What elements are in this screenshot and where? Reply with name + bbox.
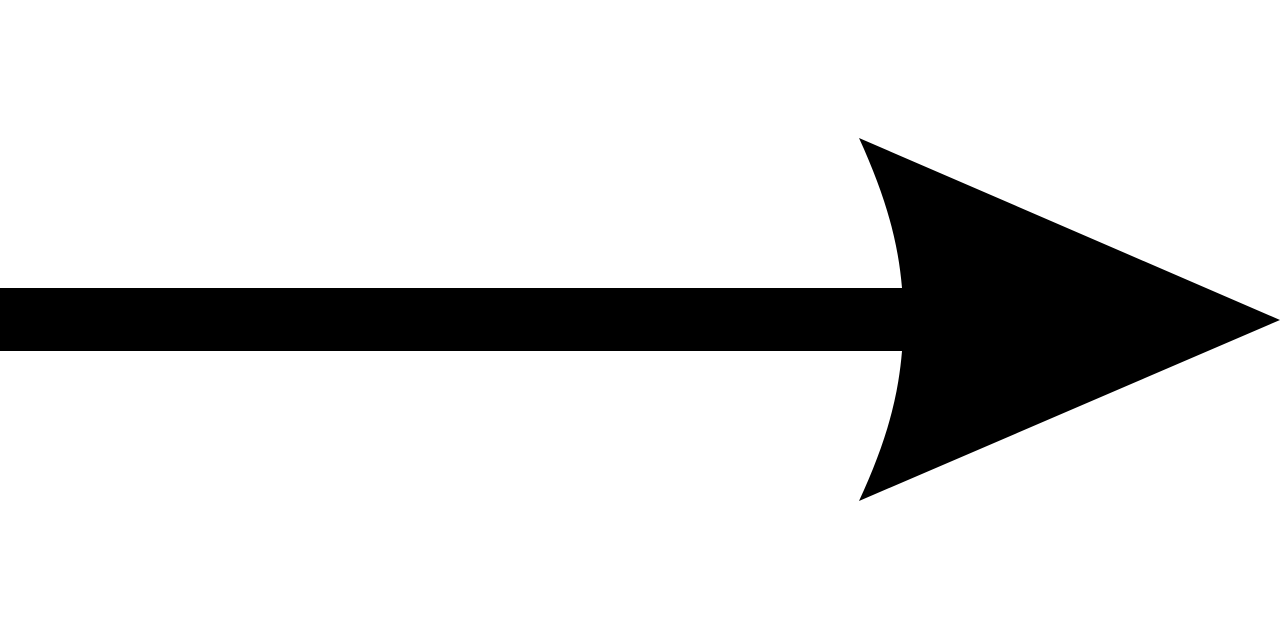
right-arrow-icon (0, 138, 1280, 501)
